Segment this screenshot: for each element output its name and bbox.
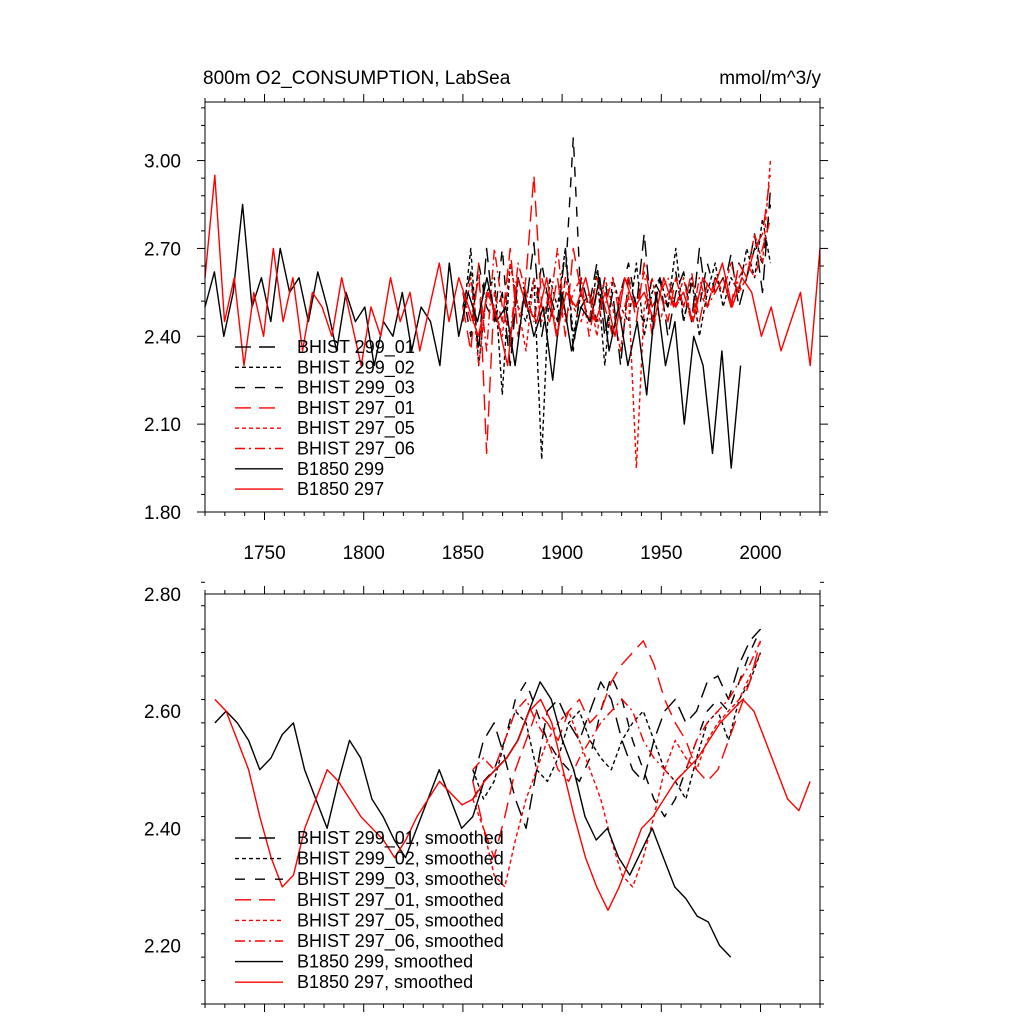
series-line-7 [204, 174, 821, 367]
x-tick-label: 1900 [541, 543, 583, 564]
legend-label-5: BHIST 297_06 [297, 439, 415, 460]
legend-label-6: B1850 299 [297, 459, 384, 479]
legend-label-2: BHIST 299_03, smoothed [297, 869, 504, 890]
legend-label-3: BHIST 297_01, smoothed [297, 890, 504, 911]
x-tick-label: 1950 [640, 543, 682, 564]
legend-label-1: BHIST 299_02, smoothed [297, 849, 504, 870]
series-line-7 [214, 698, 811, 911]
y-tick-label: 2.80 [144, 585, 181, 606]
series-line-0 [472, 628, 762, 829]
y-tick-label: 3.00 [144, 152, 181, 173]
plot-frame [204, 593, 821, 1005]
legend-label-4: BHIST 297_05 [297, 418, 415, 439]
x-tick-label: 2000 [739, 543, 781, 564]
series-line-5 [472, 640, 762, 783]
series-line-2 [472, 628, 762, 818]
y-tick-label: 2.60 [144, 702, 181, 723]
series-line-5 [462, 218, 772, 352]
legend-label-7: B1850 297, smoothed [297, 972, 473, 992]
plot-frame [204, 101, 821, 513]
top-panel: 800m O2_CONSUMPTION, LabSea mmol/m^3/y 1… [144, 68, 828, 564]
y-tick-label: 2.10 [144, 415, 181, 436]
legend-label-1: BHIST 299_02 [297, 357, 415, 378]
x-tick-label: 1800 [343, 543, 385, 564]
y-tick-label: 2.40 [144, 327, 181, 348]
legend-label-0: BHIST 299_01 [297, 337, 415, 358]
y-tick-label: 2.20 [144, 936, 181, 957]
legend-label-2: BHIST 299_03 [297, 378, 415, 399]
chart-title: 800m O2_CONSUMPTION, LabSea [203, 68, 511, 89]
x-tick-label: 1750 [243, 543, 285, 564]
legend-label-0: BHIST 299_01, smoothed [297, 828, 504, 849]
series-group [204, 136, 821, 469]
legend-label-5: BHIST 297_06, smoothed [297, 931, 504, 952]
y-tick-label: 2.70 [144, 239, 181, 260]
series-line-1 [472, 652, 762, 800]
legend-label-7: B1850 297 [297, 479, 384, 499]
legend-label-6: B1850 299, smoothed [297, 952, 473, 972]
series-line-4 [472, 652, 762, 888]
units-label: mmol/m^3/y [719, 68, 821, 89]
x-tick-label: 1850 [442, 543, 484, 564]
series-group [214, 628, 811, 958]
series-line-6 [214, 681, 732, 958]
series-line-3 [472, 640, 762, 859]
legend-label-3: BHIST 297_01 [297, 398, 415, 419]
y-tick-label: 1.80 [144, 503, 181, 524]
y-tick-label: 2.40 [144, 819, 181, 840]
legend-label-4: BHIST 297_05, smoothed [297, 910, 504, 931]
